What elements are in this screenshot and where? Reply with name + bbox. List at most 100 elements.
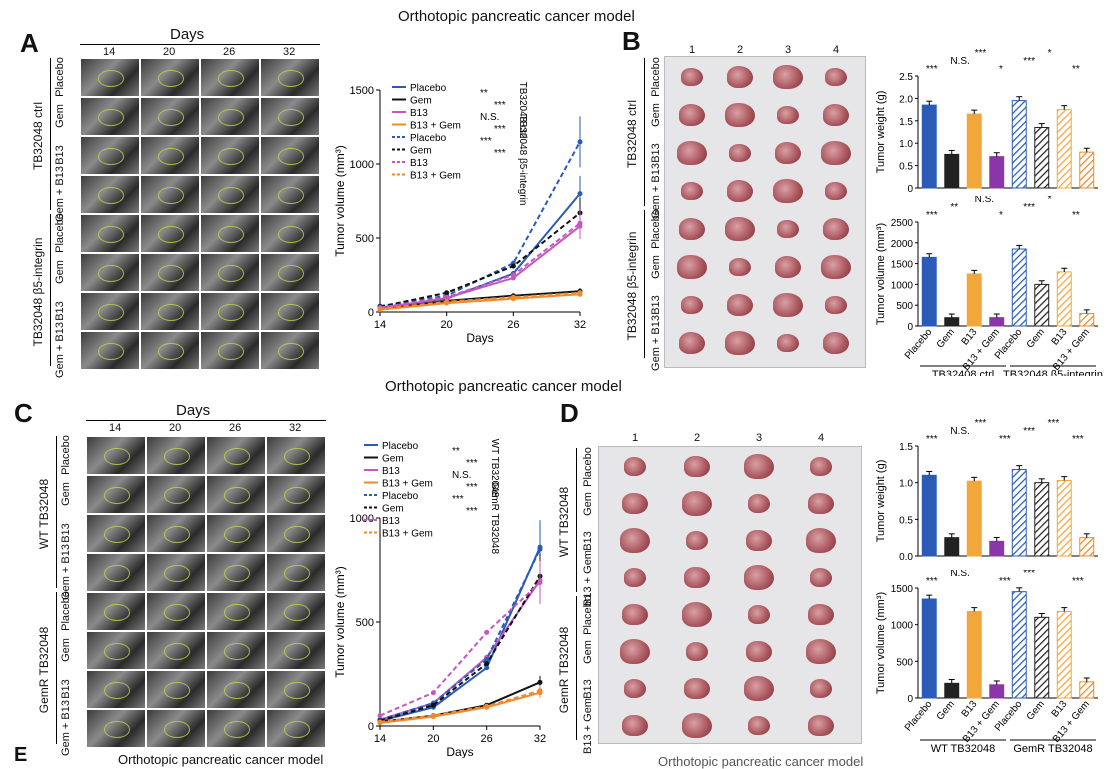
y-tick-label: 0.5 — [899, 162, 913, 173]
ultrasound-image — [266, 592, 326, 631]
significance-label: *** — [494, 124, 506, 135]
tumor — [809, 568, 833, 587]
ultrasound-image — [86, 631, 146, 670]
ultrasound-image — [200, 175, 260, 214]
tumor — [822, 332, 850, 354]
photo-col-label: 3 — [756, 432, 763, 444]
y-tick-label: 0.5 — [899, 515, 913, 526]
data-point — [444, 290, 450, 296]
significance-label: *** — [1023, 426, 1035, 437]
ultrasound-image — [200, 331, 260, 370]
tumor — [678, 218, 706, 240]
ultrasound-image — [200, 136, 260, 175]
ultrasound-image — [80, 331, 140, 370]
y-tick-label: 2.5 — [899, 72, 913, 83]
group-label: GemR TB32048 — [1013, 743, 1092, 755]
significance-label: *** — [1048, 418, 1060, 429]
tumor — [772, 292, 804, 318]
data-point — [430, 690, 436, 696]
y-tick-label: 2000 — [891, 239, 914, 250]
tumor — [820, 140, 852, 166]
ultrasound-image — [266, 475, 326, 514]
days-underline — [80, 44, 320, 45]
y-tick-label: 0 — [907, 694, 913, 705]
significance-label: ** — [480, 88, 488, 99]
tumor — [724, 216, 756, 242]
photo-row-label: Placebo — [650, 57, 662, 97]
photo-row-label: Gem + B13 — [650, 315, 662, 371]
significance-label: ** — [1072, 210, 1080, 221]
significance-label: *** — [999, 434, 1011, 445]
bar — [944, 153, 960, 189]
y-axis-label: Tumor weight (g) — [875, 460, 887, 543]
tumor — [772, 64, 804, 90]
bar — [921, 598, 937, 699]
bar — [1079, 313, 1095, 327]
day-tick-label: 32 — [283, 46, 296, 58]
tumor — [621, 603, 649, 626]
significance-label: *** — [975, 418, 987, 429]
significance-label: *** — [1023, 202, 1035, 213]
legend-group-label: WT TB32048 — [489, 439, 500, 498]
ultrasound-image — [206, 553, 266, 592]
legend-label: Placebo — [410, 83, 447, 94]
legend-label: B13 — [382, 466, 400, 477]
ultrasound-image — [200, 292, 260, 331]
significance-label: *** — [466, 506, 478, 517]
y-axis-label: Tumor volume (mm³) — [875, 223, 887, 325]
tumor — [772, 178, 804, 204]
panel-label-c: C — [14, 398, 33, 428]
tumor — [776, 105, 800, 125]
row-label: Gem — [54, 259, 66, 284]
significance-label: *** — [466, 458, 478, 469]
data-point — [430, 702, 436, 708]
x-tick-label: 26 — [507, 319, 519, 331]
row-label: B13 — [60, 522, 72, 543]
significance-label: ** — [452, 446, 460, 457]
tumor — [747, 605, 771, 624]
photo-row-label: B13 — [650, 143, 662, 163]
significance-label: ** — [1072, 64, 1080, 75]
row-label: B13 — [54, 300, 66, 321]
ultrasound-image — [266, 631, 326, 670]
y-axis-label: Tumor volume (mm³) — [875, 592, 887, 694]
category-label: B13 — [960, 327, 980, 348]
tumor — [676, 140, 708, 166]
category-label: Gem — [935, 327, 957, 351]
tumor — [728, 257, 752, 277]
tumor — [685, 531, 709, 550]
photo-group-bracket — [576, 448, 577, 592]
day-tick-label: 14 — [109, 422, 122, 434]
legend-label: Gem — [382, 454, 404, 465]
bar — [989, 317, 1005, 327]
tumor — [809, 457, 833, 476]
tumor — [745, 529, 773, 552]
significance-label: N.S. — [480, 112, 499, 123]
ultrasound-image — [266, 553, 326, 592]
ultrasound-image — [80, 58, 140, 97]
photo-row-label: B13 — [582, 678, 594, 699]
photo-row-label: B13 — [582, 530, 594, 551]
significance-label: *** — [466, 482, 478, 493]
data-point — [377, 719, 383, 725]
y-axis-label: Tumor weight (g) — [875, 91, 887, 174]
row-label: Gem — [60, 481, 72, 506]
group-label: TB32048 ctrl — [31, 101, 45, 171]
tumor — [681, 602, 713, 627]
tumor — [623, 679, 647, 698]
tumor — [681, 713, 713, 738]
legend-label: Placebo — [410, 133, 447, 144]
tumor — [685, 642, 709, 661]
photo-col-label: 2 — [694, 432, 701, 444]
category-label: Gem — [1025, 327, 1047, 351]
ultrasound-image — [266, 709, 326, 748]
tumor — [678, 332, 706, 354]
ultrasound-image — [146, 592, 206, 631]
tumor — [680, 67, 704, 87]
bar — [944, 682, 960, 699]
tumor — [619, 528, 651, 553]
significance-label: * — [1048, 48, 1052, 59]
photo-group-bracket — [576, 596, 577, 740]
ultrasound-image — [80, 253, 140, 292]
significance-label: *** — [494, 148, 506, 159]
